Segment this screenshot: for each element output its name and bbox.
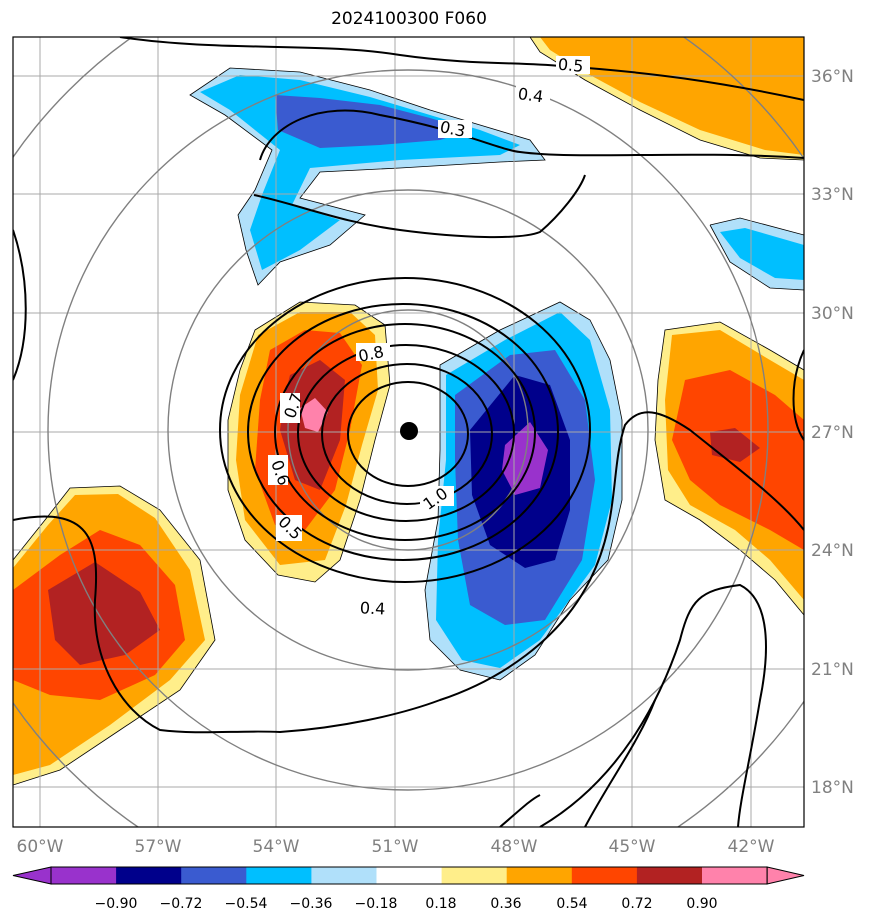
colorbar-segment	[246, 867, 312, 884]
anomaly-sw-warm	[13, 486, 215, 785]
lat-label: 21°N	[811, 660, 854, 680]
lat-label: 18°N	[811, 778, 854, 798]
colorbar-segment	[376, 867, 443, 884]
colorbar-segment	[311, 867, 377, 884]
colorbar-tick-label: 0.18	[425, 896, 456, 912]
anomaly-east-cold	[710, 218, 804, 290]
colorbar-left-extend	[12, 866, 52, 885]
anomaly-east-warm	[655, 322, 804, 615]
black-contours	[13, 37, 804, 827]
contour-label: 0.4	[359, 598, 385, 618]
anomaly-ne-warm	[530, 37, 804, 160]
storm-center-marker	[400, 422, 418, 440]
contour-label: 0.4	[517, 84, 545, 106]
colorbar-tick-label: −0.18	[355, 896, 398, 912]
anomaly-north-cold	[190, 68, 545, 285]
lon-label: 48°W	[491, 837, 538, 857]
colorbar-right-extend	[766, 866, 805, 885]
contour-label: 0.5	[557, 55, 584, 76]
lon-label: 42°W	[728, 837, 775, 857]
longitude-labels: 60°W 57°W 54°W 51°W 48°W 45°W 42°W	[17, 837, 775, 857]
map-frame	[12, 36, 805, 828]
lon-label: 51°W	[372, 837, 419, 857]
colorbar-tick-label: −0.72	[160, 896, 203, 912]
contour-label: 0.8	[357, 342, 386, 366]
lat-label: 33°N	[811, 185, 854, 205]
lat-label: 36°N	[811, 67, 854, 87]
colorbar-segment	[636, 867, 703, 884]
map-title: 2024100300 F060	[331, 9, 487, 29]
colorbar-segment	[702, 867, 768, 884]
lon-label: 45°W	[609, 837, 656, 857]
lon-label: 60°W	[17, 837, 64, 857]
colorbar-frame	[50, 866, 768, 885]
colorbar-tick-label: −0.54	[225, 896, 268, 912]
lat-label: 30°N	[811, 304, 854, 324]
colorbar-tick-label: −0.90	[95, 896, 138, 912]
colorbar-tick-label: 0.90	[686, 896, 717, 912]
colorbar-segment	[506, 867, 573, 884]
lat-label: 24°N	[811, 541, 854, 561]
colorbar-tick-label: 0.72	[621, 896, 652, 912]
lat-label: 27°N	[811, 423, 854, 443]
lon-label: 57°W	[135, 837, 182, 857]
colorbar-tick-label: −0.36	[290, 896, 333, 912]
colorbar	[12, 866, 805, 885]
anomaly-center-warm	[228, 302, 390, 582]
anomaly-center-cold	[425, 302, 622, 680]
lon-label: 54°W	[253, 837, 300, 857]
anomaly-outlines	[13, 37, 804, 786]
latitude-labels: 36°N 33°N 30°N 27°N 24°N 21°N 18°N	[811, 67, 854, 798]
colorbar-segment	[116, 867, 182, 884]
colorbar-segment	[51, 867, 117, 884]
colorbar-segment	[571, 867, 638, 884]
graticule	[13, 37, 804, 827]
colorbar-tick-label: 0.36	[490, 896, 521, 912]
contour-label-group: 0.5 0.4 0.3 0.8 0.7 0.6 0.5 1.0 0.4	[267, 55, 590, 619]
contour-label: 0.3	[438, 117, 467, 141]
colorbar-tick-labels: −0.90 −0.72 −0.54 −0.36 −0.18 0.18 0.36 …	[95, 896, 718, 912]
colorbar-tick-label: 0.54	[556, 896, 587, 912]
colorbar-segment	[441, 867, 508, 884]
colorbar-segment	[181, 867, 247, 884]
